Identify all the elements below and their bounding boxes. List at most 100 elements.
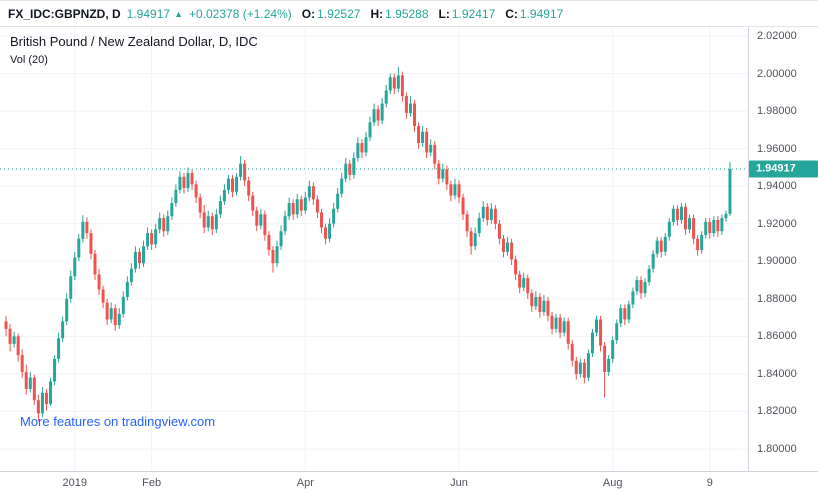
candle-body <box>413 103 417 127</box>
candle-body <box>166 216 170 232</box>
candle-body <box>643 281 647 294</box>
volume-indicator-label[interactable]: Vol (20) <box>10 54 48 66</box>
candle-body <box>299 199 303 211</box>
candle-body <box>133 251 137 269</box>
candle-body <box>267 234 271 251</box>
candle-body <box>28 377 32 389</box>
symbol-info-bar[interactable]: FX_IDC:GBPNZD, D 1.94917 ▲ +0.02378 (+1.… <box>0 1 818 27</box>
candle-body <box>222 189 226 202</box>
candle-body <box>303 197 307 211</box>
candle-body <box>550 315 554 329</box>
candle-body <box>251 195 255 211</box>
candle-body <box>574 360 578 374</box>
candle-body <box>384 90 388 104</box>
candle-body <box>231 178 235 192</box>
candle-body <box>182 176 186 189</box>
tradingview-attribution-link[interactable]: More features on tradingview.com <box>20 414 216 429</box>
candle-body <box>526 278 530 294</box>
candle-body <box>295 199 299 215</box>
candle-body <box>89 233 93 254</box>
candle-body <box>142 246 146 264</box>
chart-legend[interactable]: British Pound / New Zealand Dollar, D, I… <box>10 34 258 66</box>
candle-body <box>65 298 69 322</box>
candle-body <box>271 250 275 264</box>
candle-body <box>198 197 202 213</box>
candle-body <box>635 280 639 292</box>
close-value: 1.94917 <box>519 6 564 21</box>
last-price: 1.94917 <box>126 6 171 21</box>
candle-body <box>8 328 12 344</box>
candle-body <box>279 231 283 247</box>
candle-body <box>117 313 121 326</box>
series-title[interactable]: British Pound / New Zealand Dollar, D, I… <box>10 34 258 49</box>
candle-body <box>146 233 150 247</box>
candle-body <box>692 218 696 239</box>
open-label: O: <box>301 6 316 21</box>
candle-body <box>57 338 61 359</box>
candle-body <box>659 240 663 252</box>
candle-body <box>93 253 97 275</box>
candle-body <box>243 163 247 181</box>
candle-body <box>113 308 117 326</box>
candle-body <box>404 96 408 113</box>
time-axis[interactable]: 2019 Feb Apr Jun Aug 9 <box>0 471 818 493</box>
candle-body <box>20 355 24 373</box>
low-value: 1.92417 <box>451 6 496 21</box>
candle-body <box>497 223 501 239</box>
candle-body <box>49 381 53 404</box>
candle-body <box>546 300 550 316</box>
candle-body <box>61 321 65 339</box>
candle-body <box>429 144 433 153</box>
candle-body <box>206 216 210 228</box>
time-axis-label: Aug <box>602 477 623 489</box>
candle-body <box>607 358 611 373</box>
candle-body <box>595 319 599 333</box>
candle-body <box>477 218 481 234</box>
price-axis[interactable]: 2.02000 2.00000 1.98000 1.96000 1.94000 1.920… <box>748 26 818 471</box>
candle-body <box>514 259 518 275</box>
candle-body <box>683 206 687 230</box>
candle-body <box>202 212 206 228</box>
candle-body <box>449 184 453 196</box>
candle-body <box>85 221 89 234</box>
candle-body <box>586 353 590 378</box>
candle-body <box>36 400 40 414</box>
candle-body <box>344 163 348 179</box>
candle-body <box>558 317 562 333</box>
candle-body <box>283 216 287 232</box>
candle-body <box>493 208 497 224</box>
candle-body <box>453 184 457 196</box>
candle-body <box>534 296 538 307</box>
candle-body <box>44 392 48 404</box>
candle-body <box>392 77 396 89</box>
price-axis-label: 1.86000 <box>757 330 797 343</box>
candle-body <box>518 274 522 288</box>
candle-body <box>186 173 190 189</box>
price-axis-label: 1.92000 <box>757 217 797 230</box>
candle-body <box>16 336 20 356</box>
candle-body <box>667 221 671 237</box>
candle-body <box>307 186 311 198</box>
candlestick-chart[interactable] <box>0 26 748 471</box>
price-change: +0.02378 (+1.24%) <box>188 6 292 21</box>
low-label: L: <box>438 6 450 21</box>
candle-body <box>356 143 360 159</box>
candle-body <box>603 345 607 373</box>
candle-body <box>315 199 319 213</box>
candle-body <box>73 257 77 277</box>
candle-body <box>433 144 437 164</box>
candle-body <box>623 308 627 320</box>
candle-body <box>542 300 546 312</box>
candle-body <box>319 212 323 228</box>
candle-body <box>651 253 655 269</box>
candle-body <box>708 221 712 234</box>
candle-body <box>129 268 133 282</box>
time-axis-label: 2019 <box>62 477 88 489</box>
candle-body <box>311 186 315 200</box>
open-value: 1.92527 <box>317 6 361 21</box>
candle-body <box>639 280 643 294</box>
high-value: 1.95288 <box>385 6 429 21</box>
candle-body <box>324 227 328 239</box>
symbol-name[interactable]: FX_IDC:GBPNZD, D <box>8 6 121 21</box>
candle-body <box>728 168 732 214</box>
